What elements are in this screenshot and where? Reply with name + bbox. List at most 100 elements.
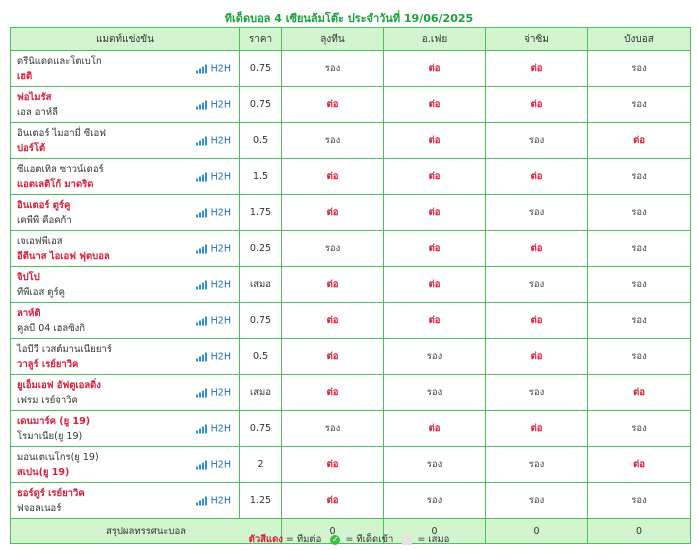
table-row: ซีแอตเทิล ซาวน์เดอร์แอตเลติโก้ มาดริด H2H… [10,158,691,195]
pick-cell: ต่อ [281,266,384,303]
pick-cell: รอง [587,302,691,339]
pick-cell: ต่อ [383,86,486,123]
pick-cell: รอง [587,86,691,123]
header-tipster-1: ลุงทีน [281,27,384,51]
h2h-label: H2H [210,63,231,74]
team-away: คูลบี 04 เฮลซิงกิ [17,322,86,334]
pick-cell: รอง [587,230,691,267]
team-home: ไอบีวี เวสต์มานเนียยาร์ [17,343,112,355]
h2h-label: H2H [210,207,231,218]
pick-cell: รอง [383,338,486,375]
team-home: เดนมาร์ค (ยู 19) [17,415,91,427]
team-home: จิปโป [17,271,40,283]
team-home: อินเตอร์ ตูร์คู [17,199,71,211]
match-cell: ธอร์ดูร์ เรย์ยาวิค ฟจอลเนอร์ H2H [10,482,240,519]
h2h-link[interactable]: H2H [195,135,231,146]
pick-cell: รอง [587,194,691,231]
price-cell: เสมอ [239,266,282,303]
pick-cell: ต่อ [383,194,486,231]
team-away: แอตเลติโก้ มาดริด [17,178,94,190]
pick-cell: ต่อ [485,338,588,375]
legend: ตัวสีแดง = ทีมต่อ ✓ = ทีเด็ดเข้า = เสมอ [0,532,698,547]
h2h-link[interactable]: H2H [195,171,231,182]
h2h-label: H2H [210,423,231,434]
team-home: ซีแอตเทิล ซาวน์เดอร์ [17,163,104,175]
pick-cell: ต่อ [587,374,691,411]
h2h-label: H2H [210,315,231,326]
team-home: เจเอฟพีเอส [17,235,63,247]
h2h-link[interactable]: H2H [195,207,231,218]
pick-cell: ต่อ [281,482,384,519]
pick-cell: ต่อ [281,446,384,483]
h2h-link[interactable]: H2H [195,351,231,362]
table-header-row: แมตท์แข่งขัน ราคา ลุงทีน อ.เฟย จ่าซิม บั… [10,27,691,51]
price-cell: 0.5 [239,122,282,159]
page-title: ทีเด็ดบอล 4 เซียนล้มโต๊ะ ประจำวันที่ 19/… [224,12,474,25]
table-row: เจเอฟพีเอส อีตีนาส ไอเอฟ ฟุตบอล H2H 0.25 รอง… [10,230,691,267]
pick-cell: รอง [485,482,588,519]
team-away: สเปน(ยู 19) [17,466,70,478]
h2h-link[interactable]: H2H [195,315,231,326]
price-cell: 0.75 [239,50,282,87]
pick-cell: ต่อ [383,158,486,195]
team-away: เฟรม เรย์จาวิค [17,394,78,406]
predictions-table: แมตท์แข่งขัน ราคา ลุงทีน อ.เฟย จ่าซิม บั… [10,27,691,544]
pick-cell: รอง [485,374,588,411]
h2h-link[interactable]: H2H [195,63,231,74]
table-row: ลาห์ติ คูลบี 04 เฮลซิงกิ H2H 0.75 ต่อ ต่อ ต่อร… [10,302,691,339]
summary-score: 0 [485,518,588,544]
match-cell: ฟอไมรัส เอล อาห์ลี H2H [10,86,240,123]
pick-cell: รอง [383,374,486,411]
h2h-link[interactable]: H2H [195,387,231,398]
stats-bars-icon [195,172,207,181]
pick-cell: รอง [383,482,486,519]
pick-cell: รอง [587,266,691,303]
table-row: มอนเตเนโกร(ยู 19) สเปน(ยู 19) H2H 2 ต่อ รอง รอ… [10,446,691,483]
summary-row: สรุปผลทรรศนะบอล 0 0 0 0 [10,518,691,544]
header-tipster-4: บังบอส [587,27,691,51]
match-cell: ยูเอ็มเอฟ อัฟตูเอลดิ่ง เฟรม เรย์จาวิค H2H [10,374,240,411]
price-cell: 0.75 [239,410,282,447]
pick-cell: รอง [587,50,691,87]
pick-cell: ต่อ [281,158,384,195]
match-cell: ซีแอตเทิล ซาวน์เดอร์แอตเลติโก้ มาดริด H2H [10,158,240,195]
stats-bars-icon [195,424,207,433]
pick-cell: ต่อ [281,302,384,339]
h2h-label: H2H [210,351,231,362]
h2h-link[interactable]: H2H [195,99,231,110]
h2h-label: H2H [210,171,231,182]
team-away: ทีพีเอส ตูร์คู [17,286,65,298]
pick-cell: ต่อ [281,338,384,375]
pick-cell: รอง [485,122,588,159]
pick-cell: รอง [281,50,384,87]
header-match: แมตท์แข่งขัน [10,27,240,51]
summary-label: สรุปผลทรรศนะบอล [10,518,282,544]
team-home: อินเตอร์ ไมอามี่ ซีเอฟ [17,127,106,139]
price-cell: 1.25 [239,482,282,519]
match-cell: ลาห์ติ คูลบี 04 เฮลซิงกิ H2H [10,302,240,339]
team-away: เฮติ [17,70,33,82]
pick-cell: รอง [587,158,691,195]
h2h-link[interactable]: H2H [195,423,231,434]
team-home: ดรีนิแดดและโตเบโก [17,55,102,67]
match-cell: อินเตอร์ ตูร์คู เคพีพี คือคก้า H2H [10,194,240,231]
pick-cell: ต่อ [485,230,588,267]
pick-cell: ต่อ [383,302,486,339]
team-away: ปอร์โต้ [17,142,46,154]
stats-bars-icon [195,100,207,109]
stats-bars-icon [195,136,207,145]
pick-cell: รอง [485,266,588,303]
stats-bars-icon [195,208,207,217]
h2h-link[interactable]: H2H [195,495,231,506]
pick-cell: รอง [587,338,691,375]
pick-cell: ต่อ [383,230,486,267]
h2h-link[interactable]: H2H [195,459,231,470]
h2h-link[interactable]: H2H [195,279,231,290]
team-home: มอนเตเนโกร(ยู 19) [17,451,99,463]
pick-cell: รอง [587,482,691,519]
header-tipster-2: อ.เฟย [383,27,486,51]
h2h-link[interactable]: H2H [195,243,231,254]
table-row: อินเตอร์ ตูร์คู เคพีพี คือคก้า H2H 1.75 ต่อต… [10,194,691,231]
table-row: เดนมาร์ค (ยู 19) โรมาเนีย(ยู 19) H2H 0.75 รอ… [10,410,691,447]
price-cell: เสมอ [239,374,282,411]
